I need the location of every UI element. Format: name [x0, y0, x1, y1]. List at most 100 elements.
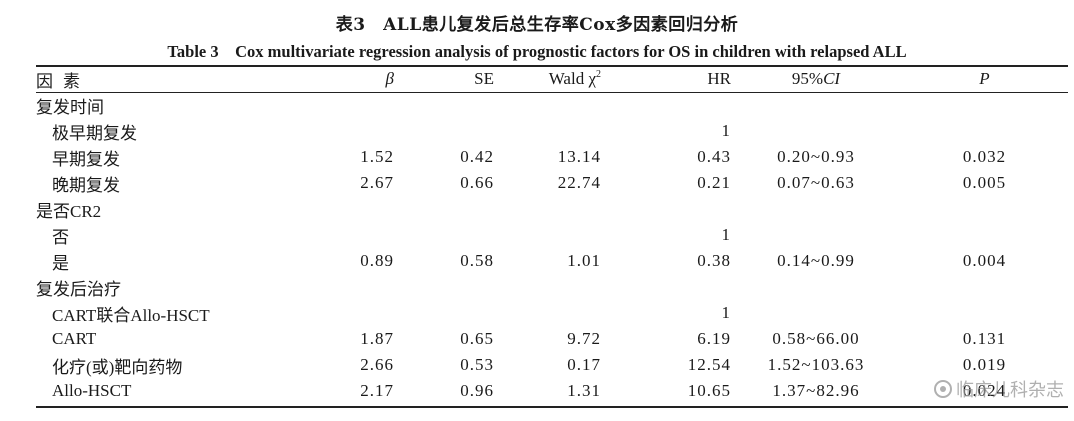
wald-value: 1.31	[567, 381, 601, 400]
hr-value: 0.21	[697, 173, 731, 192]
hr-value	[601, 92, 731, 118]
p-value	[901, 196, 1068, 222]
hr-value: 1	[721, 225, 731, 244]
factor-label: CART联合Allo-HSCT	[52, 305, 210, 325]
factor-label: 化疗(或)靶向药物	[52, 357, 183, 377]
ci-value: 0.14~0.99	[777, 251, 855, 270]
watermark-text: 临床儿科杂志	[956, 380, 1064, 401]
beta-value: 2.67	[360, 173, 394, 192]
factor-label: 复发后治疗	[36, 279, 121, 299]
factor-label: 否	[52, 227, 69, 247]
table-row: 否 1	[36, 222, 1068, 248]
se-value: 0.96	[460, 381, 494, 400]
factor-label: 早期复发	[52, 149, 120, 169]
hr-value: 1	[721, 303, 731, 322]
table-row: Allo-HSCT 2.17 0.96 1.31 10.65 1.37~82.9…	[36, 378, 1068, 404]
table-row: CART 1.87 0.65 9.72 6.19 0.58~66.00 0.13…	[36, 326, 1068, 352]
wald-value: 13.14	[557, 147, 601, 166]
beta-value	[294, 274, 394, 300]
factor-label: 复发时间	[36, 97, 104, 117]
journal-watermark: 临床儿科杂志	[934, 376, 1064, 402]
factor-label: 是	[52, 253, 69, 273]
header-ci: 95%CI	[791, 69, 841, 88]
ci-value	[731, 118, 901, 144]
wald-value	[494, 196, 601, 222]
wald-value	[494, 274, 601, 300]
wald-value	[494, 300, 601, 326]
p-value	[901, 222, 1068, 248]
p-value	[901, 300, 1068, 326]
table-row: 是 0.89 0.58 1.01 0.38 0.14~0.99 0.004	[36, 248, 1068, 274]
ci-value	[731, 274, 901, 300]
beta-value	[294, 118, 394, 144]
header-se: SE	[474, 69, 494, 88]
hr-value	[601, 196, 731, 222]
se-value: 0.42	[460, 147, 494, 166]
hr-value: 10.65	[687, 381, 731, 400]
se-value	[394, 118, 494, 144]
factor-label: 是否CR2	[36, 201, 102, 221]
se-value	[394, 274, 494, 300]
hr-value	[601, 274, 731, 300]
se-value: 0.58	[460, 251, 494, 270]
p-value: 0.005	[962, 173, 1007, 192]
wald-value: 9.72	[567, 329, 601, 348]
hr-value: 6.19	[697, 329, 731, 348]
wald-value	[494, 92, 601, 118]
factor-label: CART	[52, 329, 97, 348]
beta-value: 0.89	[360, 251, 394, 270]
ci-value	[731, 196, 901, 222]
table-header-rule	[36, 92, 1068, 93]
header-p: P	[979, 69, 990, 88]
table-title-cn: 表3 ALL患儿复发后总生存率Cox多因素回归分析	[335, 15, 739, 35]
table-row: CART联合Allo-HSCT 1	[36, 300, 1068, 326]
beta-value: 1.52	[360, 147, 394, 166]
ci-value: 1.37~82.96	[772, 381, 860, 400]
se-value	[394, 300, 494, 326]
table-header-row: 因素 β SE Wald χ2 HR 95%CI P	[36, 66, 1068, 92]
beta-value	[294, 92, 394, 118]
wald-value: 0.17	[567, 355, 601, 374]
table-row: 极早期复发 1	[36, 118, 1068, 144]
se-value: 0.53	[460, 355, 494, 374]
factor-label: Allo-HSCT	[52, 381, 132, 400]
table-row: 是否CR2	[36, 196, 1068, 222]
p-value: 0.131	[962, 329, 1007, 348]
ci-value: 0.58~66.00	[772, 329, 860, 348]
wald-value: 1.01	[567, 251, 601, 270]
wald-value	[494, 222, 601, 248]
p-value: 0.024	[962, 381, 1007, 400]
beta-value: 2.17	[360, 381, 394, 400]
hr-value: 12.54	[687, 355, 731, 374]
beta-value: 2.66	[360, 355, 394, 374]
factor-label: 晚期复发	[52, 175, 120, 195]
wald-value	[494, 118, 601, 144]
table-row: 复发时间	[36, 92, 1068, 118]
hr-value: 0.38	[697, 251, 731, 270]
ci-value	[731, 300, 901, 326]
beta-value	[294, 196, 394, 222]
p-value: 0.004	[962, 251, 1007, 270]
table-top-rule	[36, 65, 1068, 67]
ci-value: 0.07~0.63	[777, 173, 855, 192]
factor-label: 极早期复发	[52, 123, 137, 143]
hr-value: 0.43	[697, 147, 731, 166]
header-factor: 因素	[36, 71, 90, 91]
ci-value	[731, 92, 901, 118]
se-value	[394, 196, 494, 222]
p-value	[901, 92, 1068, 118]
wechat-logo-icon	[934, 380, 952, 398]
table-bottom-rule	[36, 406, 1068, 408]
table-row: 复发后治疗	[36, 274, 1068, 300]
wald-value: 22.74	[557, 173, 601, 192]
ci-value: 1.52~103.63	[767, 355, 865, 374]
beta-value	[294, 300, 394, 326]
hr-value: 1	[721, 121, 731, 140]
header-wald: Wald χ2	[548, 69, 601, 88]
p-value	[901, 274, 1068, 300]
se-value: 0.66	[460, 173, 494, 192]
beta-value	[294, 222, 394, 248]
table-row: 早期复发 1.52 0.42 13.14 0.43 0.20~0.93 0.03…	[36, 144, 1068, 170]
header-hr: HR	[707, 69, 731, 88]
se-value	[394, 92, 494, 118]
